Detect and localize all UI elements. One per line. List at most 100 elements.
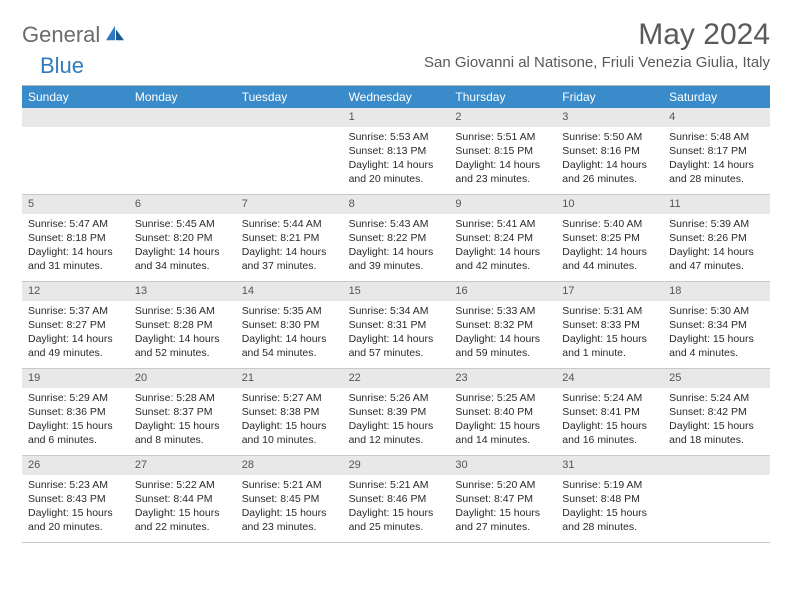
day-body: Sunrise: 5:21 AMSunset: 8:45 PMDaylight:… bbox=[236, 475, 343, 539]
weekday-header: Friday bbox=[556, 86, 663, 108]
daylight-text-2: and 31 minutes. bbox=[28, 259, 123, 273]
daylight-text-2: and 20 minutes. bbox=[28, 520, 123, 534]
day-number: 12 bbox=[22, 282, 129, 301]
day-cell: 11Sunrise: 5:39 AMSunset: 8:26 PMDayligh… bbox=[663, 195, 770, 281]
sunrise-text: Sunrise: 5:39 AM bbox=[669, 217, 764, 231]
day-number: 19 bbox=[22, 369, 129, 388]
calendar: SundayMondayTuesdayWednesdayThursdayFrid… bbox=[22, 85, 770, 543]
day-number: 15 bbox=[343, 282, 450, 301]
sunrise-text: Sunrise: 5:29 AM bbox=[28, 391, 123, 405]
day-cell: 23Sunrise: 5:25 AMSunset: 8:40 PMDayligh… bbox=[449, 369, 556, 455]
sunset-text: Sunset: 8:31 PM bbox=[349, 318, 444, 332]
daylight-text-1: Daylight: 15 hours bbox=[349, 506, 444, 520]
day-number: 17 bbox=[556, 282, 663, 301]
day-body: Sunrise: 5:33 AMSunset: 8:32 PMDaylight:… bbox=[449, 301, 556, 365]
sunrise-text: Sunrise: 5:34 AM bbox=[349, 304, 444, 318]
day-cell: 8Sunrise: 5:43 AMSunset: 8:22 PMDaylight… bbox=[343, 195, 450, 281]
daylight-text-1: Daylight: 15 hours bbox=[669, 332, 764, 346]
sunrise-text: Sunrise: 5:43 AM bbox=[349, 217, 444, 231]
day-cell bbox=[663, 456, 770, 542]
day-body: Sunrise: 5:23 AMSunset: 8:43 PMDaylight:… bbox=[22, 475, 129, 539]
daylight-text-1: Daylight: 15 hours bbox=[242, 419, 337, 433]
sunrise-text: Sunrise: 5:53 AM bbox=[349, 130, 444, 144]
daylight-text-1: Daylight: 15 hours bbox=[135, 506, 230, 520]
weekday-header: Sunday bbox=[22, 86, 129, 108]
day-body: Sunrise: 5:25 AMSunset: 8:40 PMDaylight:… bbox=[449, 388, 556, 452]
daylight-text-1: Daylight: 14 hours bbox=[242, 332, 337, 346]
day-number: 3 bbox=[556, 108, 663, 127]
sunset-text: Sunset: 8:47 PM bbox=[455, 492, 550, 506]
daylight-text-1: Daylight: 14 hours bbox=[28, 332, 123, 346]
sunrise-text: Sunrise: 5:35 AM bbox=[242, 304, 337, 318]
day-number: 24 bbox=[556, 369, 663, 388]
daylight-text-2: and 59 minutes. bbox=[455, 346, 550, 360]
sunset-text: Sunset: 8:41 PM bbox=[562, 405, 657, 419]
daylight-text-1: Daylight: 15 hours bbox=[455, 419, 550, 433]
day-body: Sunrise: 5:24 AMSunset: 8:41 PMDaylight:… bbox=[556, 388, 663, 452]
day-cell bbox=[236, 108, 343, 194]
sunset-text: Sunset: 8:33 PM bbox=[562, 318, 657, 332]
sunset-text: Sunset: 8:34 PM bbox=[669, 318, 764, 332]
sunset-text: Sunset: 8:15 PM bbox=[455, 144, 550, 158]
day-cell: 7Sunrise: 5:44 AMSunset: 8:21 PMDaylight… bbox=[236, 195, 343, 281]
day-body: Sunrise: 5:22 AMSunset: 8:44 PMDaylight:… bbox=[129, 475, 236, 539]
daylight-text-1: Daylight: 14 hours bbox=[669, 158, 764, 172]
sunset-text: Sunset: 8:32 PM bbox=[455, 318, 550, 332]
day-body: Sunrise: 5:43 AMSunset: 8:22 PMDaylight:… bbox=[343, 214, 450, 278]
day-number: 5 bbox=[22, 195, 129, 214]
day-cell: 4Sunrise: 5:48 AMSunset: 8:17 PMDaylight… bbox=[663, 108, 770, 194]
daylight-text-2: and 27 minutes. bbox=[455, 520, 550, 534]
daylight-text-1: Daylight: 14 hours bbox=[455, 332, 550, 346]
week-row: 12Sunrise: 5:37 AMSunset: 8:27 PMDayligh… bbox=[22, 282, 770, 369]
week-row: 26Sunrise: 5:23 AMSunset: 8:43 PMDayligh… bbox=[22, 456, 770, 543]
weekday-header: Tuesday bbox=[236, 86, 343, 108]
daylight-text-1: Daylight: 15 hours bbox=[242, 506, 337, 520]
daylight-text-1: Daylight: 15 hours bbox=[455, 506, 550, 520]
day-cell: 6Sunrise: 5:45 AMSunset: 8:20 PMDaylight… bbox=[129, 195, 236, 281]
daylight-text-2: and 8 minutes. bbox=[135, 433, 230, 447]
day-cell: 19Sunrise: 5:29 AMSunset: 8:36 PMDayligh… bbox=[22, 369, 129, 455]
sunrise-text: Sunrise: 5:19 AM bbox=[562, 478, 657, 492]
daylight-text-2: and 18 minutes. bbox=[669, 433, 764, 447]
weekday-header: Saturday bbox=[663, 86, 770, 108]
daylight-text-1: Daylight: 14 hours bbox=[135, 245, 230, 259]
daylight-text-1: Daylight: 14 hours bbox=[28, 245, 123, 259]
daylight-text-2: and 25 minutes. bbox=[349, 520, 444, 534]
daylight-text-1: Daylight: 14 hours bbox=[349, 332, 444, 346]
day-cell: 14Sunrise: 5:35 AMSunset: 8:30 PMDayligh… bbox=[236, 282, 343, 368]
day-body: Sunrise: 5:48 AMSunset: 8:17 PMDaylight:… bbox=[663, 127, 770, 191]
day-cell: 20Sunrise: 5:28 AMSunset: 8:37 PMDayligh… bbox=[129, 369, 236, 455]
daylight-text-1: Daylight: 15 hours bbox=[562, 506, 657, 520]
daylight-text-2: and 20 minutes. bbox=[349, 172, 444, 186]
day-number: 26 bbox=[22, 456, 129, 475]
sunrise-text: Sunrise: 5:24 AM bbox=[669, 391, 764, 405]
day-body: Sunrise: 5:44 AMSunset: 8:21 PMDaylight:… bbox=[236, 214, 343, 278]
daylight-text-2: and 6 minutes. bbox=[28, 433, 123, 447]
sunrise-text: Sunrise: 5:44 AM bbox=[242, 217, 337, 231]
daylight-text-2: and 28 minutes. bbox=[669, 172, 764, 186]
sunset-text: Sunset: 8:20 PM bbox=[135, 231, 230, 245]
daylight-text-2: and 16 minutes. bbox=[562, 433, 657, 447]
sunset-text: Sunset: 8:24 PM bbox=[455, 231, 550, 245]
day-cell: 18Sunrise: 5:30 AMSunset: 8:34 PMDayligh… bbox=[663, 282, 770, 368]
month-title: May 2024 bbox=[424, 18, 770, 52]
day-cell: 25Sunrise: 5:24 AMSunset: 8:42 PMDayligh… bbox=[663, 369, 770, 455]
daylight-text-2: and 54 minutes. bbox=[242, 346, 337, 360]
daylight-text-1: Daylight: 14 hours bbox=[669, 245, 764, 259]
sunset-text: Sunset: 8:13 PM bbox=[349, 144, 444, 158]
sunset-text: Sunset: 8:25 PM bbox=[562, 231, 657, 245]
daylight-text-1: Daylight: 15 hours bbox=[562, 332, 657, 346]
day-number: 2 bbox=[449, 108, 556, 127]
day-body: Sunrise: 5:20 AMSunset: 8:47 PMDaylight:… bbox=[449, 475, 556, 539]
day-number bbox=[663, 456, 770, 475]
week-row: 19Sunrise: 5:29 AMSunset: 8:36 PMDayligh… bbox=[22, 369, 770, 456]
sunrise-text: Sunrise: 5:21 AM bbox=[349, 478, 444, 492]
daylight-text-2: and 52 minutes. bbox=[135, 346, 230, 360]
day-number: 14 bbox=[236, 282, 343, 301]
daylight-text-2: and 34 minutes. bbox=[135, 259, 230, 273]
daylight-text-1: Daylight: 14 hours bbox=[455, 245, 550, 259]
day-cell: 22Sunrise: 5:26 AMSunset: 8:39 PMDayligh… bbox=[343, 369, 450, 455]
day-number bbox=[22, 108, 129, 127]
daylight-text-1: Daylight: 14 hours bbox=[562, 245, 657, 259]
daylight-text-1: Daylight: 14 hours bbox=[349, 245, 444, 259]
